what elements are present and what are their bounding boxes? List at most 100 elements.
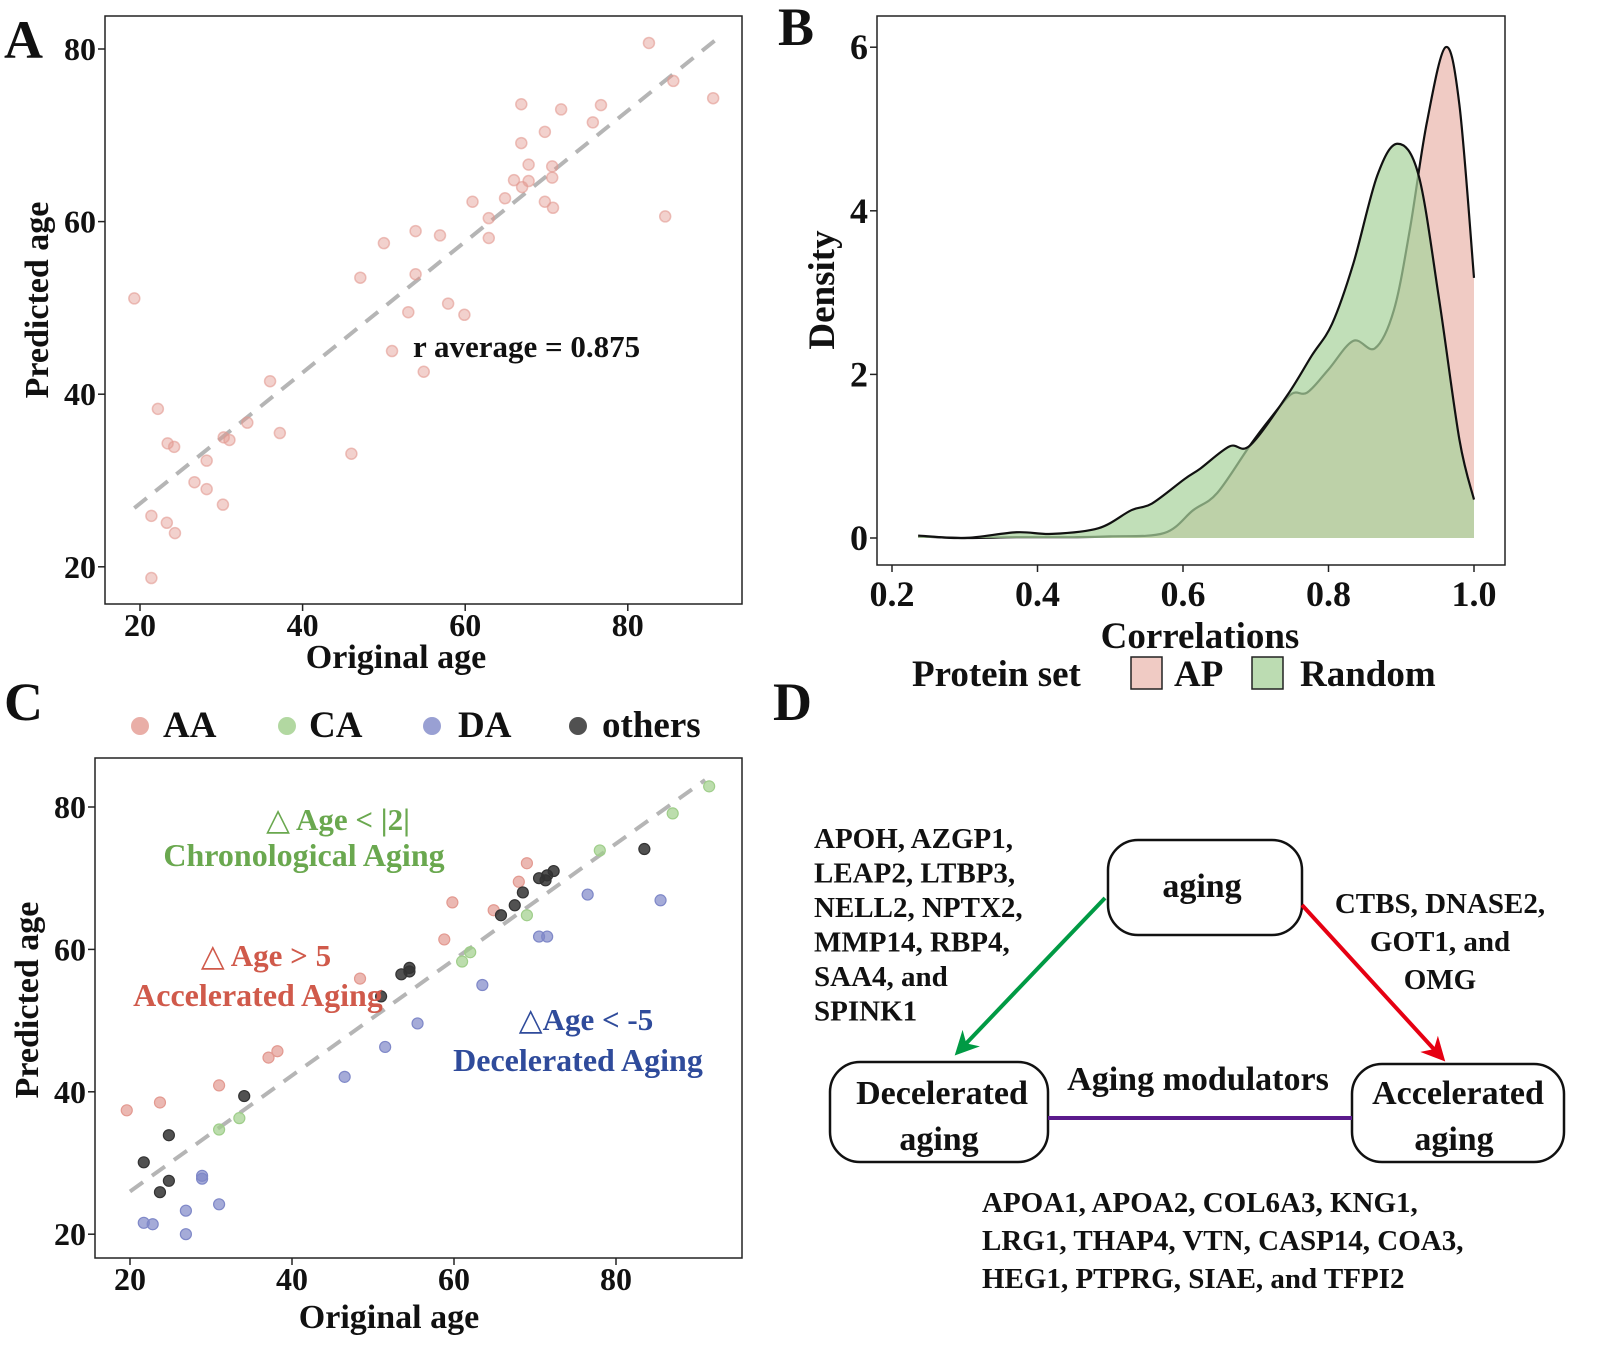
legend-label-random: Random [1300, 654, 1436, 695]
gene-list-line: OMG [1404, 964, 1477, 996]
data-point [223, 433, 236, 447]
x-tick-label: 20 [124, 607, 156, 643]
data-point-da [195, 1172, 209, 1185]
node-decelerated-label-2: aging [899, 1121, 978, 1158]
data-point-ca [666, 807, 679, 820]
data-point [554, 103, 568, 116]
x-tick-label: 40 [287, 607, 319, 643]
gene-list-line: LEAP2, LTBP3, [814, 858, 1015, 890]
data-point [545, 160, 559, 173]
data-point-ca [464, 946, 477, 959]
data-point-aa [262, 1051, 275, 1064]
data-point-da [581, 888, 594, 901]
data-point [188, 475, 201, 489]
y-axis-title: Predicted age [19, 202, 56, 399]
panel-letter-a: A [4, 10, 43, 70]
data-point [658, 210, 672, 223]
y-tick-label: 60 [64, 204, 96, 240]
data-point-others [375, 990, 388, 1003]
data-point [377, 236, 391, 250]
data-point-aa [353, 972, 367, 985]
annotation-da-threshold: △Age < -5 [519, 1002, 653, 1037]
x-tick-label: 20 [114, 1261, 146, 1297]
data-point-others [238, 1089, 251, 1103]
annotation-aa-threshold: △ Age > 5 [201, 938, 331, 973]
x-tick-label: 80 [600, 1261, 632, 1297]
y-axis-title: Density [802, 230, 843, 350]
data-point-aa [438, 933, 451, 946]
x-axis-title: Original age [306, 639, 486, 676]
data-point [515, 136, 528, 150]
data-point [151, 402, 165, 416]
data-point-da [146, 1218, 159, 1231]
data-point-ca [213, 1123, 226, 1136]
decelerated-gene-list: APOH, AZGP1,LEAP2, LTBP3,NELL2, NPTX2,MM… [814, 823, 1023, 1028]
data-point [667, 74, 680, 88]
x-tick-label: 60 [449, 607, 481, 643]
annotation-ca-threshold: △ Age < |2| [266, 802, 410, 837]
data-point-aa [120, 1104, 133, 1117]
data-point-ca [520, 909, 534, 922]
data-point-others [403, 965, 416, 978]
gene-list-line: MMP14, RBP4, [814, 927, 1010, 959]
legend: AA CA DA others [131, 705, 701, 746]
data-point-aa [153, 1096, 167, 1109]
panel-d-diagram: D aging Decelerated aging Accelerated ag… [773, 672, 1566, 1295]
data-point-others [162, 1129, 175, 1142]
legend-dot-ca [278, 717, 296, 735]
panel-a-scatter: A 20 40 60 80 20 40 60 80 r average = 0.875 Ori… [4, 10, 743, 676]
data-point-others [516, 886, 529, 899]
data-point [706, 91, 720, 105]
y-tick-label: 4 [850, 191, 868, 231]
y-tick-label: 2 [850, 354, 868, 394]
data-point [507, 173, 521, 187]
data-point-others [547, 864, 560, 878]
data-point [402, 305, 415, 319]
density-curve-random [918, 142, 1476, 540]
density-area-random [918, 143, 1474, 539]
link-label: Aging modulators [1067, 1061, 1329, 1098]
data-point-ca [233, 1112, 246, 1125]
data-point [433, 229, 447, 242]
data-point [200, 482, 213, 496]
legend-dot-aa [131, 717, 149, 735]
data-point-da [338, 1070, 351, 1083]
gene-list-line: NELL2, NPTX2, [814, 892, 1023, 924]
data-point [458, 308, 471, 322]
data-point-others [137, 1156, 150, 1169]
data-point-da [654, 894, 667, 907]
gene-list-line: GOT1, and [1370, 926, 1510, 958]
data-point-others [638, 842, 651, 856]
data-point-others [494, 909, 508, 922]
annotation-da-label: Decelerated Aging [453, 1042, 703, 1078]
green-arrow-icon [954, 896, 1107, 1056]
data-point [409, 267, 422, 281]
y-tick-label: 0 [850, 518, 868, 558]
x-tick-label: 1.0 [1452, 574, 1497, 614]
data-point-aa [520, 857, 534, 870]
data-point-ca [703, 780, 716, 793]
y-tick-label: 80 [54, 789, 86, 825]
data-point [354, 271, 367, 284]
data-point-ca [456, 955, 469, 968]
data-point [263, 375, 277, 388]
legend-label-ca: CA [309, 705, 363, 746]
x-tick-label: 0.4 [1015, 574, 1060, 614]
data-point [145, 509, 158, 523]
data-point [161, 437, 174, 450]
node-decelerated-box [828, 1060, 1050, 1164]
legend-label-ap: AP [1174, 654, 1223, 695]
panel-c-scatter: C AA CA DA others 20 40 60 80 20 40 60 80 △ Age… [4, 672, 743, 1336]
accelerated-gene-list: CTBS, DNASE2, GOT1, and OMG [1335, 888, 1545, 996]
x-axis-title: Correlations [1101, 616, 1300, 657]
data-point-da [411, 1017, 424, 1030]
data-point [417, 365, 430, 379]
x-tick-label: 0.2 [870, 574, 915, 614]
data-point [586, 116, 600, 129]
data-point-others [153, 1186, 167, 1199]
data-point-da [379, 1040, 392, 1054]
y-tick-label: 40 [54, 1074, 86, 1110]
data-point [466, 195, 479, 209]
legend: Protein set AP Random [912, 654, 1436, 695]
gene-list-line: APOA1, APOA2, COL6A3, KNG1, [982, 1187, 1418, 1219]
